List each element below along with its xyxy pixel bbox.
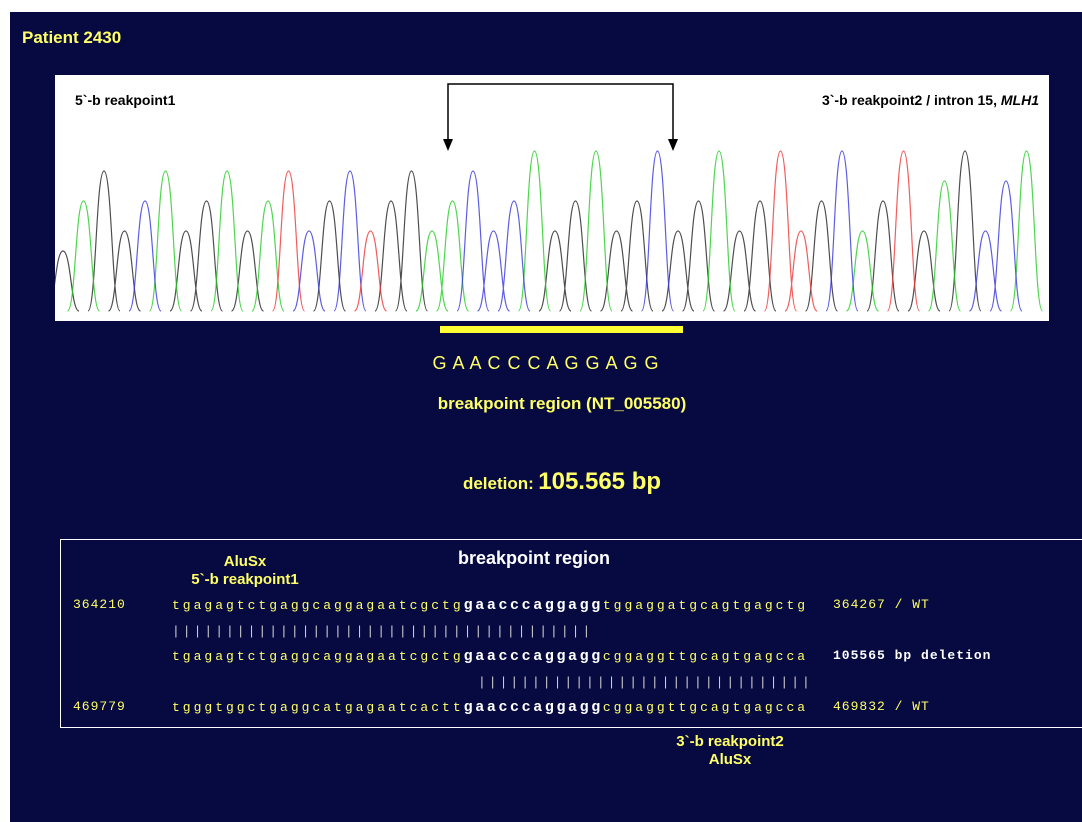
chromatogram-bg (55, 75, 1049, 321)
right-label-text: 3`-b reakpoint2 / intron 15, (822, 92, 1001, 108)
left-label: 5`-b reakpoint1 (75, 92, 176, 108)
region-label: breakpoint region (NT_005580) (10, 394, 1082, 414)
sequence: G A A C C C A G G A G G (10, 353, 1082, 374)
seq-core: gaacccaggagg (464, 597, 603, 614)
deletion-label: deletion: (463, 474, 534, 493)
page: Patient 2430 5`-b reakpoint1 3`-b reakpo… (0, 0, 1082, 822)
position: 364210 (73, 597, 126, 612)
position: 469779 (73, 699, 126, 714)
title: Patient 2430 (22, 28, 121, 48)
slide: Patient 2430 5`-b reakpoint1 3`-b reakpo… (10, 12, 1082, 822)
match-line: ||||||||||||||||||||||||||||||||||||||| (172, 624, 593, 639)
seq-core: gaacccaggagg (464, 699, 603, 716)
seq-pre: tgagagtctgaggcaggagaatcgctg (172, 598, 464, 613)
gene: MLH1 (1001, 92, 1039, 108)
top-label: 5`-b reakpoint1 (170, 571, 320, 588)
sequence-row: tgagagtctgaggcaggagaatcgctggaacccaggaggt… (172, 597, 808, 614)
sequence-row: tgggtggctgaggcatgagaatcacttgaacccaggaggc… (172, 699, 808, 716)
deletion: deletion: 105.565 bp (10, 468, 1082, 496)
row-end: 469832 / WT (833, 699, 930, 714)
row-end: 105565 bp deletion (833, 648, 991, 663)
alignment-heading: breakpoint region (458, 548, 610, 569)
seq-post: tggaggatgcagtgagctg (603, 598, 808, 613)
seq-pre: tgggtggctgaggcatgagaatcactt (172, 700, 464, 715)
seq-post: cggaggttgcagtgagcca (603, 700, 808, 715)
sequence-row: tgagagtctgaggcaggagaatcgctggaacccaggaggc… (172, 648, 808, 665)
highlight-bar (440, 326, 683, 333)
chromatogram: 5`-b reakpoint1 3`-b reakpoint2 / intron… (55, 75, 1049, 321)
top-label: AluSx (170, 553, 320, 570)
seq-post: cggaggttgcagtgagcca (603, 649, 808, 664)
row-end: 364267 / WT (833, 597, 930, 612)
seq-core: gaacccaggagg (464, 648, 603, 665)
deletion-size: 105.565 bp (538, 468, 661, 495)
bottom-label: 3`-b reakpoint2 (650, 733, 810, 750)
match-line: ||||||||||||||||||||||||||||||| (478, 675, 813, 690)
bottom-label: AluSx (650, 751, 810, 768)
right-label: 3`-b reakpoint2 / intron 15, MLH1 (822, 92, 1039, 108)
seq-pre: tgagagtctgaggcaggagaatcgctg (172, 649, 464, 664)
